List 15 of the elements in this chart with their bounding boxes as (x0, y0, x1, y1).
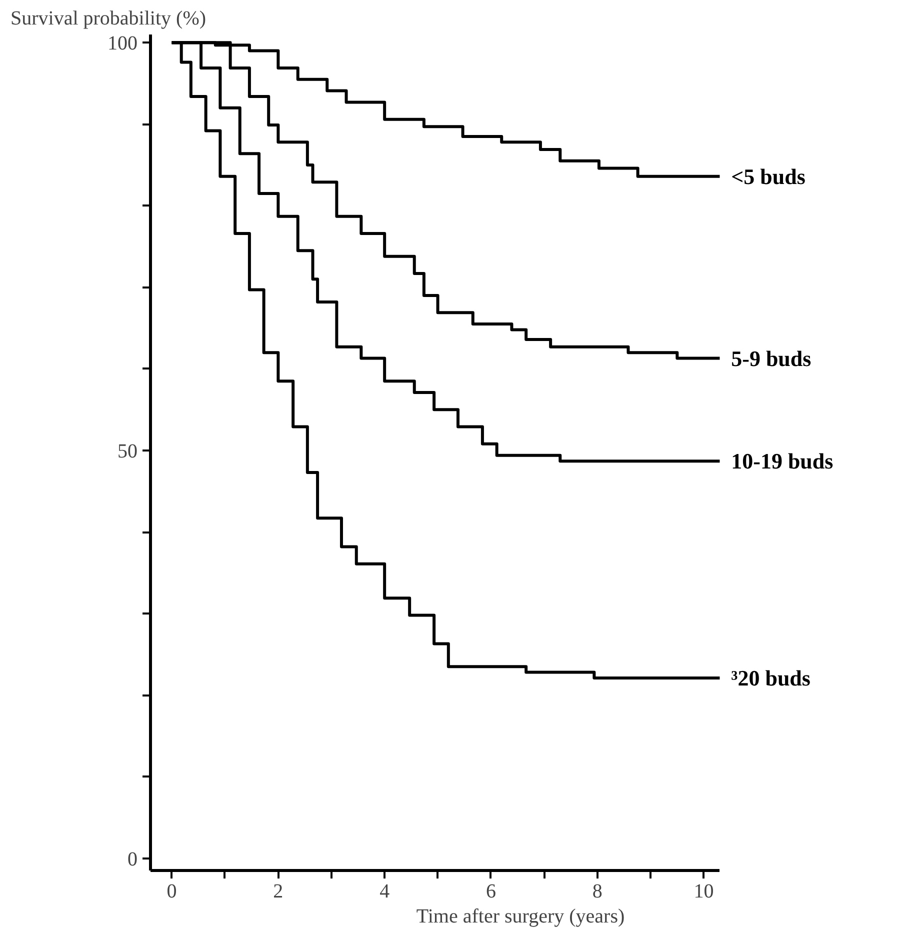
x-tick-label: 6 (486, 880, 496, 902)
series-label: 10-19 buds (731, 448, 834, 474)
x-axis-title: Time after surgery (years) (416, 906, 625, 928)
series-label: 5-9 buds (731, 346, 812, 371)
series-label: ³20 buds (731, 666, 811, 691)
x-tick-label: 8 (592, 880, 602, 902)
x-tick-label: 4 (380, 880, 390, 902)
y-tick-label: 0 (128, 848, 138, 870)
x-tick-label: 10 (694, 880, 714, 902)
x-tick-label: 0 (166, 880, 177, 902)
y-axis-title: Survival probability (%) (10, 8, 206, 30)
x-tick-label: 2 (273, 880, 284, 902)
y-tick-label: 100 (108, 32, 138, 55)
series-label: <5 buds (731, 164, 806, 189)
y-tick-label: 50 (118, 440, 138, 462)
